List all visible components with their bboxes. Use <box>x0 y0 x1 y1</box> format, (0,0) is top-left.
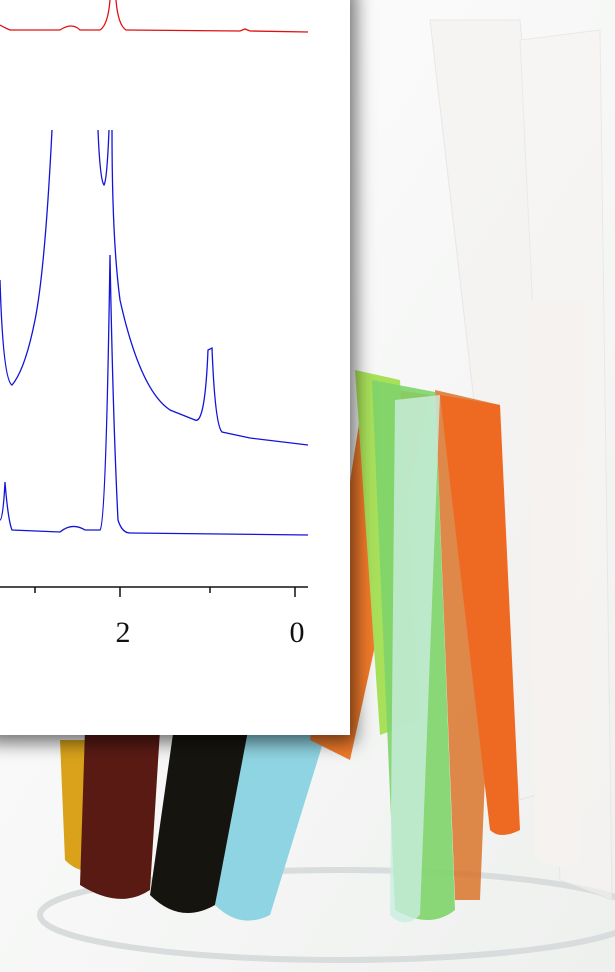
spectrum-panel: 2 0 <box>0 0 350 735</box>
page: {"spectrum": {"x_tick_labels": ["2", "0"… <box>0 0 615 972</box>
scene: 2 0 <box>0 0 615 972</box>
x-tick-label: 2 <box>116 616 131 649</box>
x-tick-label: 0 <box>290 616 305 649</box>
